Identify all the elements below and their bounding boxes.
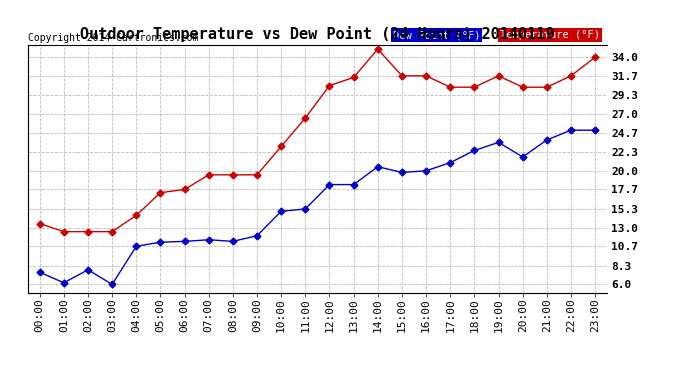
Text: Copyright 2014 Cartronics.com: Copyright 2014 Cartronics.com xyxy=(28,33,198,42)
Text: Dew Point (°F): Dew Point (°F) xyxy=(393,30,480,40)
Text: Temperature (°F): Temperature (°F) xyxy=(500,30,600,40)
Title: Outdoor Temperature vs Dew Point (24 Hours) 20140119: Outdoor Temperature vs Dew Point (24 Hou… xyxy=(80,27,555,42)
